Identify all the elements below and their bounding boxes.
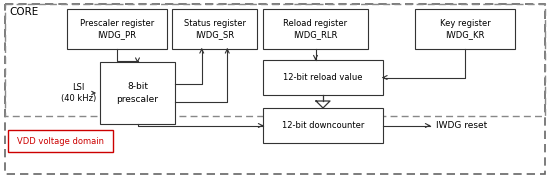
Text: IWDG reset: IWDG reset [436,121,487,130]
Text: CORE: CORE [9,7,38,17]
Bar [263,9,368,49]
Bar [5,4,545,116]
Text: Prescaler register
IWDG_PR: Prescaler register IWDG_PR [80,19,154,39]
Bar [8,130,113,152]
Text: LSI
(40 kHz): LSI (40 kHz) [61,83,96,103]
Bar [263,60,383,95]
Text: 12-bit downcounter: 12-bit downcounter [282,121,364,130]
Text: Reload register
IWDG_RLR: Reload register IWDG_RLR [284,19,348,39]
Bar [100,62,175,124]
Bar [415,9,515,49]
Text: VDD voltage domain: VDD voltage domain [17,136,104,146]
Bar [172,9,257,49]
Bar [263,108,383,143]
Text: 12-bit reload value: 12-bit reload value [283,73,363,82]
Bar [67,9,167,49]
Text: 8-bit
prescaler: 8-bit prescaler [117,82,159,104]
Text: Key register
IWDG_KR: Key register IWDG_KR [440,19,491,39]
Text: Status register
IWDG_SR: Status register IWDG_SR [184,19,246,39]
